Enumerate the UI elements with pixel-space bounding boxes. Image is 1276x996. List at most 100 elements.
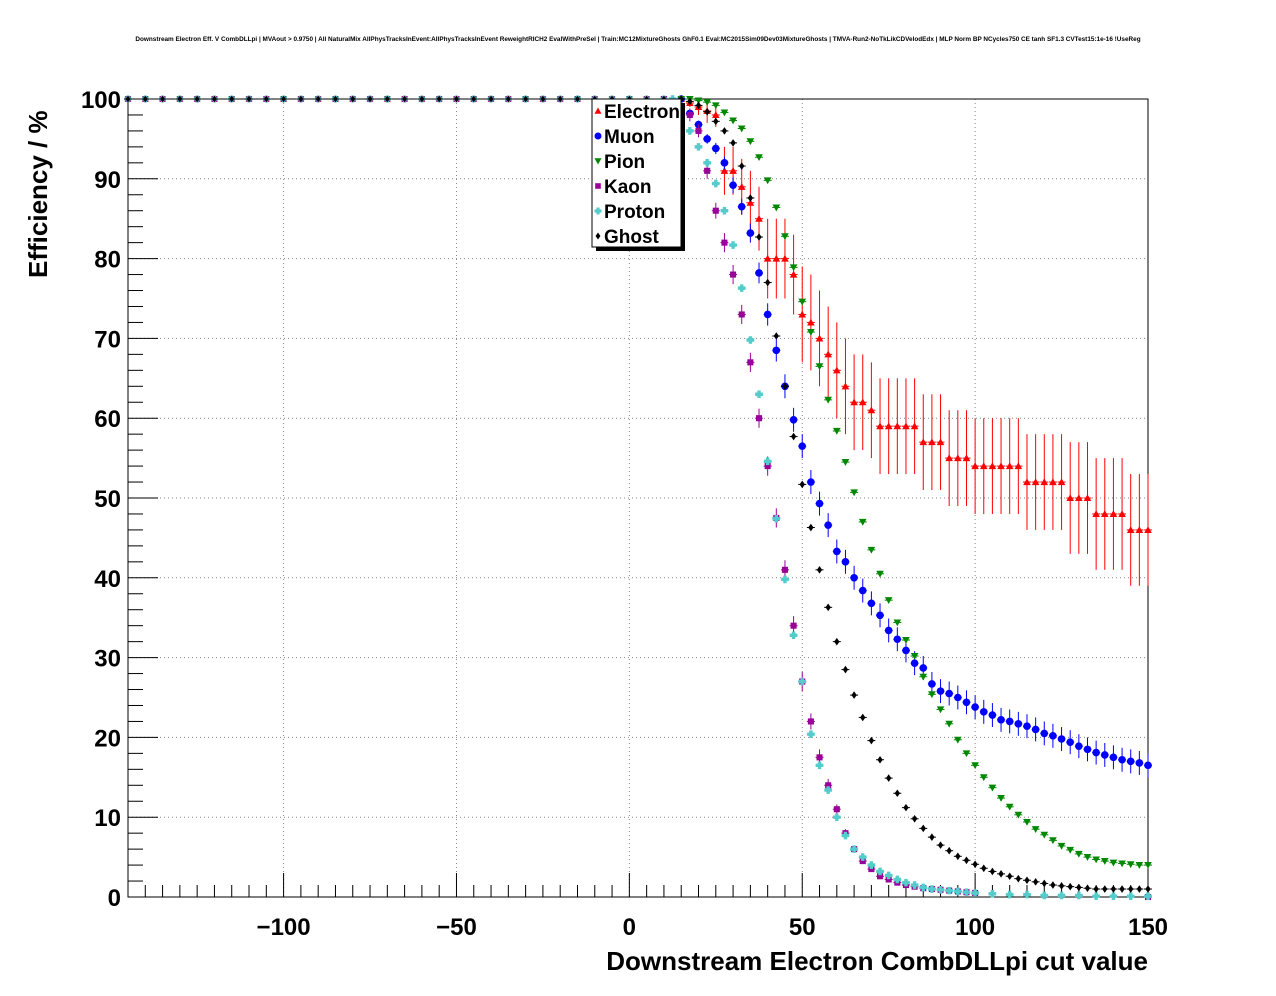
pion-point [988,784,997,792]
electron-point [1118,510,1126,517]
electron-point [850,398,858,406]
pion-point [737,125,746,133]
kaon-point [704,167,711,174]
electron-point [884,422,893,430]
ghost-point [298,95,304,103]
proton-point [755,390,763,399]
kaon-point [868,866,875,873]
electron-point [1014,462,1023,470]
electron-point [962,454,971,462]
ghost-point [920,824,926,833]
ghost-point [1145,885,1151,893]
pion-point [772,204,781,212]
muon-point [789,415,798,424]
x-tick-label: 0 [623,914,636,941]
electron-point [824,350,832,358]
muon-point [1066,738,1075,746]
pion-point [711,102,720,110]
kaon-point [712,207,719,214]
muon-point [1135,759,1144,767]
muon-point [729,181,737,189]
kaon-point [816,754,823,761]
ghost-point [868,736,875,745]
muon-point [1109,753,1118,762]
pion-point [1083,854,1092,861]
muon-point [876,611,884,620]
proton-point [763,457,772,466]
proton-point [910,881,919,889]
pion-point [954,736,962,744]
muon-point [1075,742,1083,750]
ghost-point [384,95,390,103]
pion-point [763,177,772,185]
muon-point [1040,729,1049,738]
proton-point [772,514,781,523]
electron-point [1023,478,1031,486]
muon-point [1049,732,1057,740]
pion-point [971,762,979,770]
muon-point [962,698,971,707]
proton-point [694,143,703,151]
proton-point [729,241,737,249]
ghost-point [704,107,710,116]
muon-point [737,202,746,211]
x-tick-label: −50 [436,914,477,941]
ghost-point [989,867,996,876]
ghost-point [315,95,321,103]
muon-point [841,558,850,566]
ghost-point [523,95,529,103]
ghost-point [281,95,286,103]
muon-point [988,711,997,719]
ghost-point [1084,884,1091,893]
kaon-point [721,239,728,246]
proton-point [850,845,858,853]
electron-point [919,438,928,446]
pion-point [1005,803,1014,811]
proton-point [876,867,884,876]
muon-point [1100,751,1109,759]
muon-point [850,574,858,582]
y-tick-label: 30 [94,646,121,673]
ghost-point [834,637,840,646]
x-axis-title: Downstream Electron CombDLLpi cut value [606,946,1148,976]
ghost-point [808,523,814,532]
y-tick-label: 100 [81,87,121,114]
muon-point [1144,761,1152,770]
electron-point [755,214,763,222]
pion-point [997,795,1005,802]
muon-point [711,144,720,153]
electron-point [945,454,953,462]
kaon-point [781,566,788,573]
muon-point [1083,745,1092,754]
electron-point [1083,494,1092,502]
legend-proton-label: Proton [604,202,665,223]
ghost-point [713,117,719,126]
proton-point [945,886,953,895]
kaon-point [790,622,797,629]
y-tick-label: 60 [94,406,121,433]
legend-proton-marker [594,207,602,215]
electron-point [833,366,841,374]
y-tick-label: 90 [94,167,121,194]
electron-point [910,422,919,430]
electron-point [729,167,737,174]
ghost-point [246,95,252,103]
pion-point [893,619,902,627]
muon-point [763,310,772,319]
pion-point [979,774,988,782]
proton-point [1023,890,1031,899]
proton-point [971,889,979,897]
pion-point [962,750,971,758]
ghost-point [825,603,831,612]
muon-point [1126,757,1135,766]
ghost-point [488,95,494,103]
proton-point [737,284,746,292]
pion-point [1118,860,1126,868]
electron-point [798,310,807,318]
electron-point [902,422,910,430]
electron-point [1031,478,1040,486]
pion-point [746,138,755,146]
chart-title: Downstream Electron Eff. V CombDLLpi | M… [135,36,1141,43]
pion-point [755,154,763,162]
muon-point [1023,722,1031,731]
